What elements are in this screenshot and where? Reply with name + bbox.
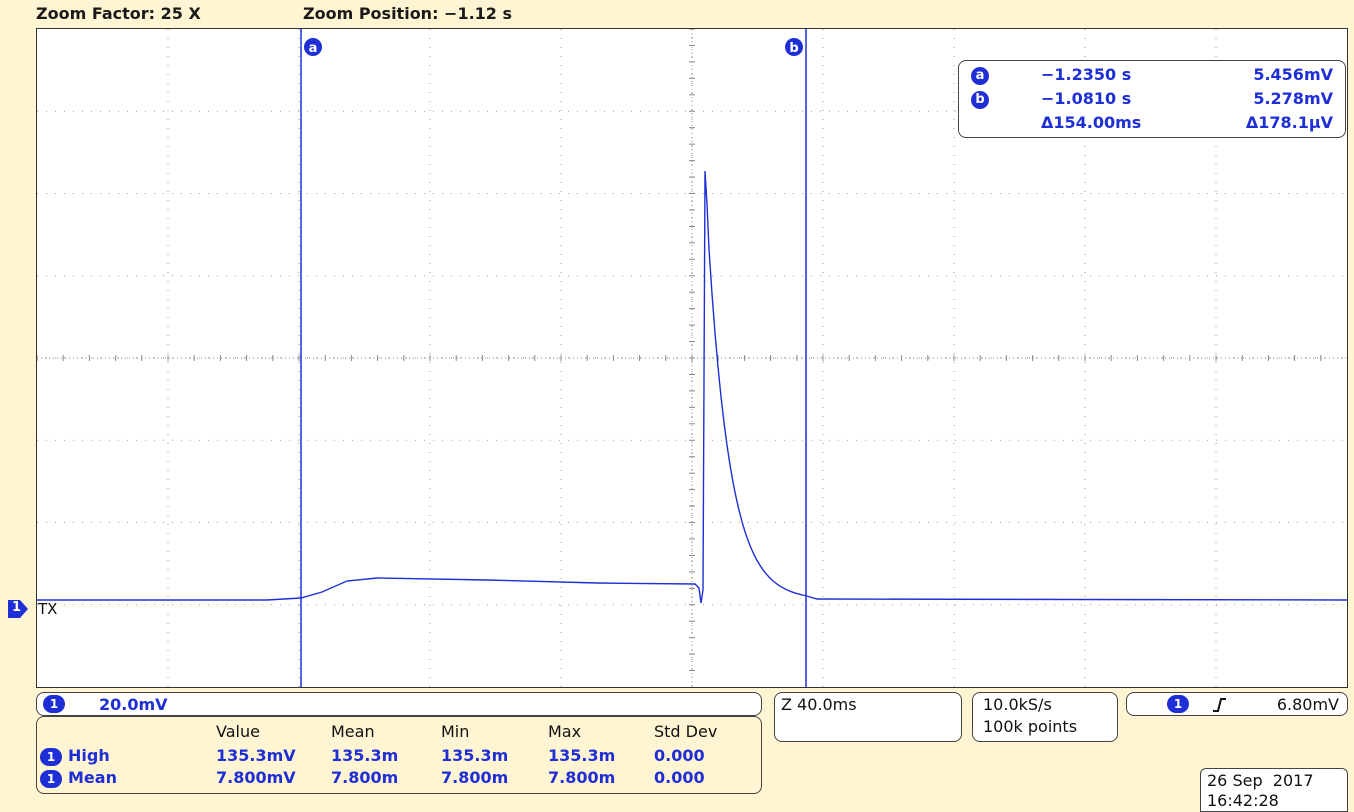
cursor-a-time: −1.2350 s	[1041, 65, 1132, 84]
cursor-b-row: b −1.0810 s 5.278mV	[959, 89, 1347, 111]
table-row[interactable]: 1 High 135.3mV 135.3m 135.3m 135.3m 0.00…	[36, 746, 762, 768]
col-header-mean: Mean	[331, 722, 375, 741]
cursor-b-marker[interactable]: b	[785, 38, 803, 56]
channel-label: TX	[38, 600, 58, 618]
cell-min: 135.3m	[441, 746, 509, 765]
row-name: Mean	[68, 768, 117, 787]
channel-scale-panel[interactable]: 1 20.0mV	[36, 692, 762, 716]
cell-value: 7.800mV	[216, 768, 296, 787]
zoom-position: Zoom Position: −1.12 s	[303, 4, 513, 23]
row-channel-badge: 1	[40, 748, 62, 766]
cursor-a-label: a	[309, 41, 318, 56]
cursor-b-icon: b	[971, 91, 989, 109]
measurements-border	[36, 716, 762, 794]
waveform-display[interactable]: a b	[36, 28, 1348, 688]
zoom-factor: Zoom Factor: 25 X	[36, 4, 201, 23]
cursor-b-time: −1.0810 s	[1041, 89, 1132, 108]
cell-stddev: 0.000	[654, 746, 705, 765]
cursor-a-value: 5.456mV	[1253, 65, 1333, 84]
delta-time: Δ154.00ms	[1041, 113, 1142, 132]
trigger-level: 6.80mV	[1276, 695, 1339, 714]
row-channel-badge: 1	[40, 770, 62, 788]
cell-max: 135.3m	[548, 746, 616, 765]
date: 26 Sep 2017	[1207, 771, 1314, 790]
col-header-max: Max	[548, 722, 582, 741]
waveform-svg: a b	[36, 28, 1348, 687]
cell-mean: 135.3m	[331, 746, 399, 765]
channel-1-trace	[37, 170, 1348, 604]
measurements-table: Value Mean Min Max Std Dev 1 High 135.3m…	[36, 716, 762, 794]
col-header-min: Min	[441, 722, 470, 741]
delta-value: Δ178.1μV	[1245, 113, 1333, 132]
record-length: 100k points	[983, 717, 1078, 736]
cursor-a-marker[interactable]: a	[304, 38, 322, 56]
cell-value: 135.3mV	[216, 746, 296, 765]
sample-rate: 10.0kS/s	[983, 695, 1052, 714]
cursor-readout: a −1.2350 s 5.456mV b −1.0810 s 5.278mV …	[958, 60, 1346, 138]
col-header-stddev: Std Dev	[654, 722, 718, 741]
cell-min: 7.800m	[441, 768, 509, 787]
trigger-channel-badge: 1	[1167, 695, 1189, 713]
cell-stddev: 0.000	[654, 768, 705, 787]
cursor-a-icon: a	[971, 67, 989, 85]
row-name: High	[68, 746, 110, 765]
cursor-a-row: a −1.2350 s 5.456mV	[959, 65, 1347, 87]
datetime-panel: 26 Sep 2017 16:42:28	[1200, 768, 1348, 812]
cursor-b-label: b	[789, 41, 798, 56]
channel-number: 1	[12, 600, 22, 615]
rising-edge-icon	[1213, 698, 1226, 712]
zoom-info-bar: Zoom Factor: 25 X Zoom Position: −1.12 s	[0, 0, 1354, 28]
cell-max: 7.800m	[548, 768, 616, 787]
channel-scale: 20.0mV	[99, 695, 168, 714]
table-row[interactable]: 1 Mean 7.800mV 7.800m 7.800m 7.800m 0.00…	[36, 768, 762, 790]
zoom-scale: Z 40.0ms	[781, 695, 857, 714]
trigger-panel[interactable]: 1 6.80mV	[1126, 692, 1348, 716]
graticule	[36, 28, 1347, 687]
cursor-delta-row: Δ154.00ms Δ178.1μV	[959, 113, 1347, 135]
horizontal-scale-panel[interactable]: Z 40.0ms	[774, 692, 962, 742]
cell-mean: 7.800m	[331, 768, 399, 787]
acquisition-panel[interactable]: 10.0kS/s 100k points	[972, 692, 1118, 742]
channel-1-badge: 1	[43, 695, 65, 713]
time: 16:42:28	[1207, 791, 1279, 810]
channel-flag-icon	[8, 600, 28, 618]
col-header-value: Value	[216, 722, 260, 741]
cursor-b-value: 5.278mV	[1253, 89, 1333, 108]
